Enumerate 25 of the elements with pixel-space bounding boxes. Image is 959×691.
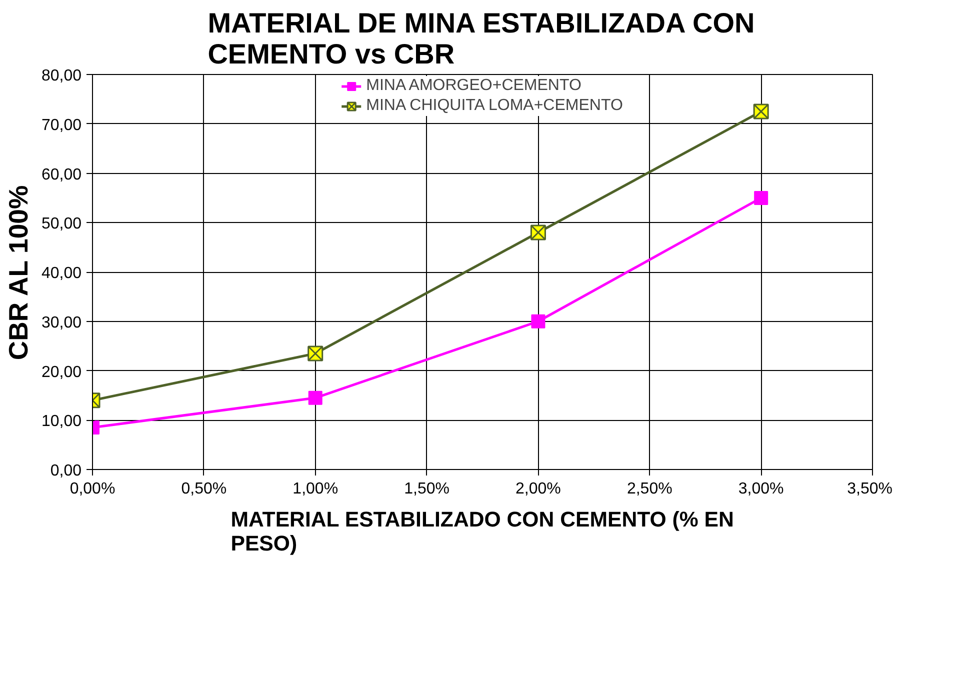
x-tick-label: 1,50%: [404, 480, 450, 498]
y-tick-label: 20,00: [41, 364, 82, 381]
y-tick-label: 50,00: [41, 216, 82, 233]
y-axis-title: CBR AL 100%: [3, 185, 34, 360]
point: [531, 314, 546, 328]
x-tick-label: 2,50%: [626, 480, 672, 498]
point: [308, 390, 322, 405]
x-tick-label: 3,50%: [847, 480, 893, 498]
x-tick-label: 3,00%: [738, 480, 784, 498]
y-tick-label: 10,00: [41, 413, 82, 430]
legend-label: MINA CHIQUITA LOMA+CEMENTO: [366, 97, 623, 115]
x-tick-label: 1,00%: [292, 480, 338, 498]
y-tick-label: 60,00: [41, 166, 82, 184]
y-tick-label: 30,00: [41, 314, 82, 332]
x-tick-label: 0,50%: [181, 480, 227, 498]
y-tick-label: 80,00: [41, 68, 82, 84]
point: [754, 190, 768, 205]
legend-label: MINA AMORGEO+CEMENTO: [366, 77, 582, 95]
x-axis-title: MATERIAL ESTABILIZADO CON CEMENTO (% EN PESO): [230, 508, 734, 556]
chart-title: MATERIAL DE MINA ESTABILIZADA CON CEMENTO vs CBR: [208, 8, 755, 70]
y-tick-label: 40,00: [41, 265, 82, 282]
y-tick-label: 70,00: [41, 116, 82, 134]
x-tick-label: 0,00%: [70, 480, 116, 498]
x-tick-label: 2,00%: [516, 480, 561, 498]
y-tick-label: 0,00: [50, 462, 82, 480]
